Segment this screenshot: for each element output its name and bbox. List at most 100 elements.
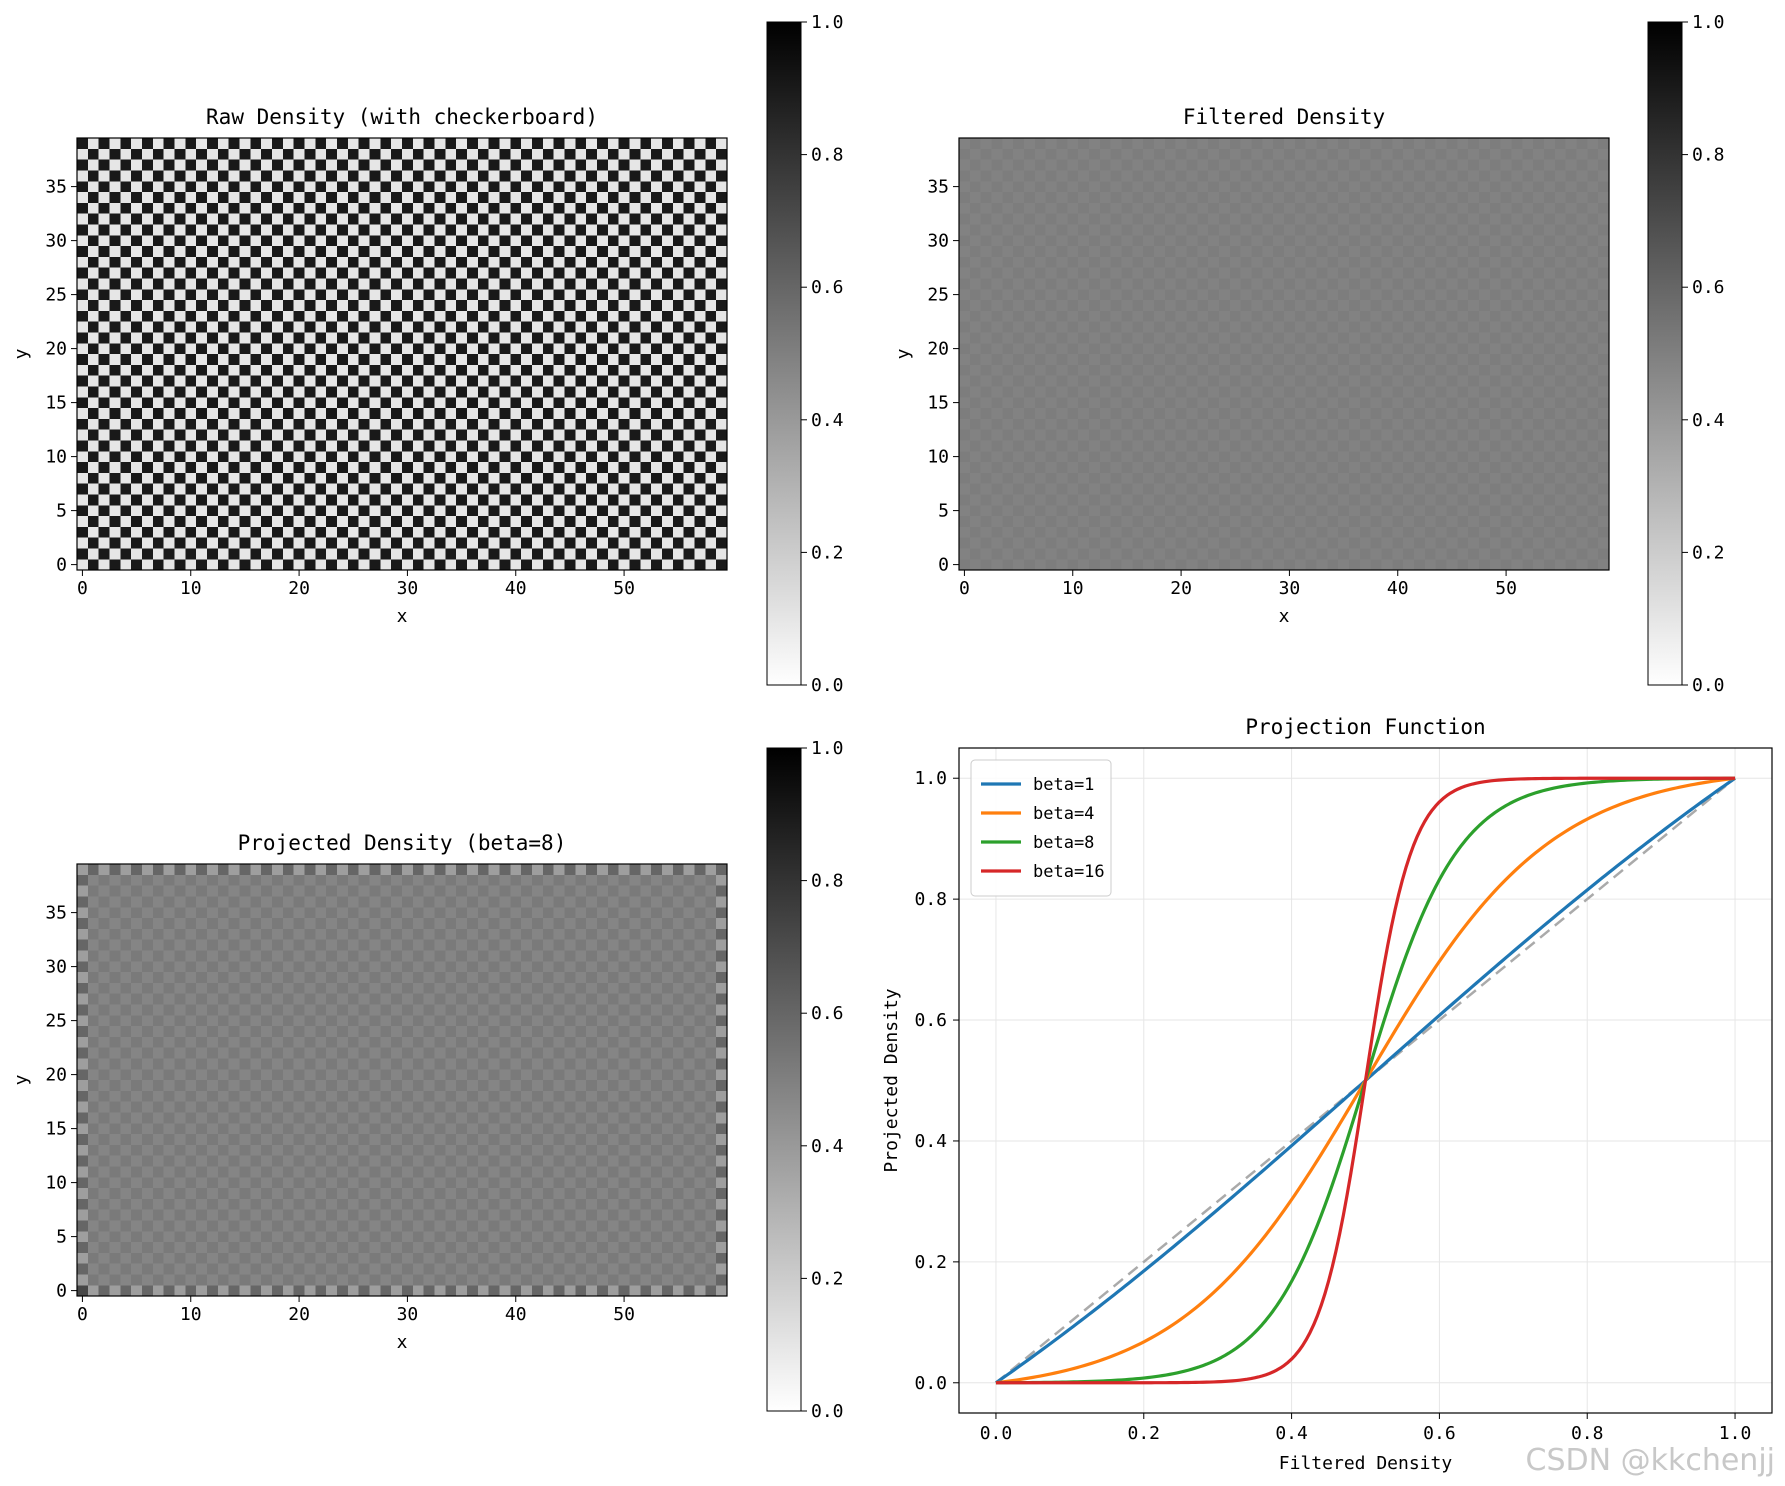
heatmap-cell (1251, 170, 1263, 182)
heatmap-cell (1522, 516, 1534, 527)
heatmap-cell (1424, 494, 1436, 506)
heatmap-cell (521, 170, 533, 182)
heatmap-cell (1273, 192, 1285, 203)
heatmap-cell (337, 159, 348, 171)
heatmap-cell (391, 256, 403, 268)
heatmap-cell (597, 170, 608, 182)
heatmap-cell (304, 267, 316, 279)
heatmap-cell (174, 246, 186, 257)
heatmap-cell (142, 537, 153, 549)
heatmap-cell (315, 516, 327, 527)
heatmap-cell (1381, 526, 1393, 538)
heatmap-cell (282, 1274, 294, 1286)
heatmap-cell (1013, 278, 1025, 290)
heatmap-cell (1576, 192, 1588, 203)
heatmap-cell (969, 170, 981, 182)
heatmap-cell (369, 397, 381, 409)
heatmap-cell (1273, 235, 1285, 247)
heatmap-cell (120, 386, 132, 398)
heatmap-cell (1078, 267, 1090, 279)
heatmap-cell (694, 278, 706, 290)
heatmap-cell (1403, 321, 1415, 333)
heatmap-cell (488, 462, 500, 473)
heatmap-cell (564, 170, 576, 182)
heatmap-cell (293, 526, 305, 538)
heatmap-cell (1479, 300, 1490, 311)
heatmap-cell (1489, 537, 1501, 549)
heatmap-cell (304, 505, 316, 517)
heatmap-cell (542, 429, 554, 441)
heatmap-cell (651, 224, 663, 236)
heatmap-cell (1522, 246, 1534, 257)
heatmap-cell (456, 224, 468, 236)
heatmap-cell (358, 354, 370, 365)
heatmap-cell (510, 505, 522, 517)
heatmap-cell (1511, 375, 1523, 387)
heatmap-cell (1078, 181, 1090, 193)
heatmap-cell (1078, 548, 1090, 560)
heatmap-cell (1045, 192, 1057, 203)
heatmap-cell (1284, 397, 1295, 409)
heatmap-cell (629, 192, 641, 203)
heatmap-cell (705, 548, 717, 560)
heatmap-cell (315, 440, 327, 452)
heatmap-cell (434, 451, 446, 463)
y-axis-label: y (893, 348, 914, 359)
heatmap-cell (1381, 246, 1393, 257)
heatmap-cell (402, 494, 413, 506)
heatmap-cell (1359, 494, 1371, 506)
heatmap-cell (120, 300, 132, 311)
heatmap-cell (131, 289, 143, 301)
heatmap-cell (618, 310, 630, 322)
heatmap-cell (991, 364, 1003, 376)
heatmap-cell (1414, 386, 1425, 398)
heatmap-cell (337, 246, 348, 257)
heatmap-cell (131, 256, 143, 268)
heatmap-cell (391, 559, 403, 571)
heatmap-cell (423, 537, 435, 549)
heatmap-cell (434, 148, 446, 160)
heatmap-cell (1164, 537, 1176, 549)
heatmap-cell (1349, 289, 1360, 301)
heatmap-cell (423, 418, 435, 430)
heatmap-cell (369, 235, 381, 247)
heatmap-cell (1110, 256, 1122, 268)
heatmap-cell (1143, 170, 1155, 182)
heatmap-cell (402, 418, 413, 430)
heatmap-cell (1024, 224, 1035, 236)
x-tick-label: 30 (1279, 578, 1301, 599)
heatmap-cell (337, 505, 348, 517)
heatmap-cell (1500, 256, 1512, 268)
heatmap-cell (120, 537, 132, 549)
heatmap-cell (217, 289, 229, 301)
heatmap-cell (1110, 386, 1122, 398)
heatmap-cell (629, 548, 641, 560)
heatmap-cell (1435, 321, 1447, 333)
heatmap-cell (1468, 332, 1480, 344)
heatmap-cell (1219, 386, 1230, 398)
heatmap-cell (969, 548, 981, 560)
heatmap-cell (532, 332, 543, 344)
heatmap-cell (991, 267, 1003, 279)
heatmap-cell (1132, 256, 1144, 268)
heatmap-cell (228, 386, 240, 398)
heatmap-cell (174, 462, 186, 473)
heatmap-cell (1208, 451, 1220, 463)
colorbar-tick-label: 0.4 (811, 410, 844, 431)
heatmap-cell (272, 364, 283, 376)
heatmap-cell (131, 451, 143, 463)
heatmap-cell (131, 246, 143, 257)
heatmap-cell (564, 354, 576, 365)
heatmap-cell (640, 559, 652, 571)
heatmap-cell (423, 354, 435, 365)
heatmap-cell (434, 224, 446, 236)
heatmap-cell (1457, 354, 1469, 365)
heatmap-cell (412, 429, 424, 441)
heatmap-cell (1500, 278, 1512, 290)
heatmap-cell (1229, 375, 1241, 387)
heatmap-cell (640, 159, 652, 171)
heatmap-cell (510, 440, 522, 452)
heatmap-cell (1110, 148, 1122, 160)
heatmap-cell (1544, 267, 1555, 279)
heatmap-cell (553, 256, 565, 268)
